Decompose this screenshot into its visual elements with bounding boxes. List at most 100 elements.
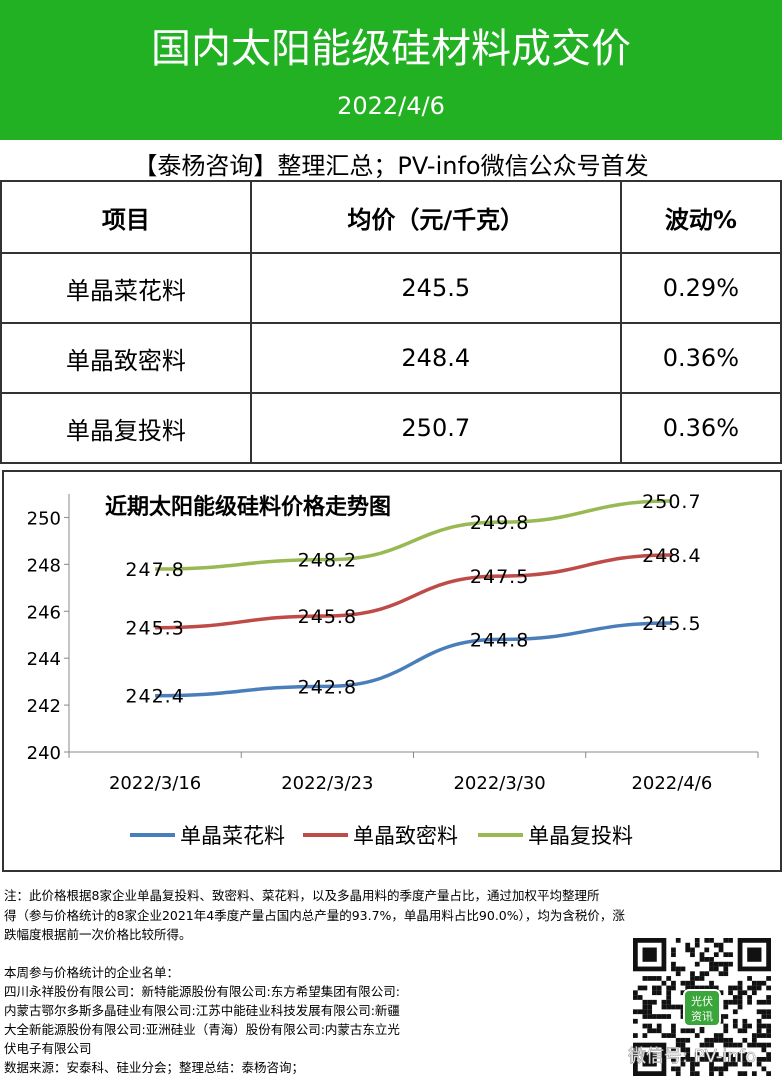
qr-module <box>728 1052 733 1057</box>
qr-module <box>742 1052 748 1057</box>
qr-module <box>713 961 719 967</box>
qr-module <box>737 980 743 986</box>
cell: 单晶致密料 <box>0 322 252 394</box>
qr-module <box>723 966 729 972</box>
qr-module <box>747 985 752 991</box>
qr-module <box>761 1009 767 1015</box>
qr-module <box>709 966 714 972</box>
qr-finder <box>737 938 772 972</box>
qr-module <box>751 1037 757 1043</box>
qr-module <box>723 1014 729 1019</box>
qr-module <box>747 999 752 1005</box>
qr-module <box>761 1033 767 1038</box>
qr-module <box>699 985 705 991</box>
qr-module <box>732 985 738 991</box>
qr-module <box>709 1071 714 1076</box>
qr-module <box>766 1023 771 1029</box>
qr-module <box>761 1047 767 1053</box>
qr-module <box>671 1023 676 1029</box>
qr-module <box>690 952 695 958</box>
qr-module <box>713 1052 719 1057</box>
qr-module <box>709 1066 714 1072</box>
qr-module <box>723 1066 729 1072</box>
y-tick-label: 242 <box>27 696 61 717</box>
qr-module <box>690 980 695 986</box>
qr-finder <box>633 938 667 972</box>
qr-module <box>675 1042 681 1048</box>
qr-module <box>642 1014 648 1019</box>
qr-module <box>694 961 700 967</box>
qr-module <box>704 1042 710 1048</box>
qr-module <box>680 1037 686 1043</box>
qr-module <box>723 971 729 977</box>
qr-module <box>709 1018 714 1024</box>
qr-module <box>751 980 757 986</box>
series-line <box>155 553 672 630</box>
qr-module <box>699 1056 705 1062</box>
qr-module <box>680 1028 686 1034</box>
qr-module <box>742 1018 748 1024</box>
qr-module <box>633 1033 638 1038</box>
qr-module <box>671 1033 676 1038</box>
qr-module <box>747 1061 752 1067</box>
qr-module <box>732 1056 738 1062</box>
qr-module <box>732 1042 738 1048</box>
qr-module <box>666 1014 672 1019</box>
qr-module <box>728 938 733 943</box>
qr-module <box>699 952 705 958</box>
qr-module <box>747 976 752 981</box>
qr-module <box>728 1037 733 1043</box>
qr-module <box>737 1004 743 1010</box>
qr-module <box>723 1004 729 1010</box>
qr-module <box>690 1071 695 1076</box>
qr-module <box>647 1028 653 1034</box>
company-line: 大全新能源股份有限公司:亚洲硅业（青海）股份有限公司:内蒙古东立光 <box>4 1021 400 1037</box>
qr-module <box>694 985 700 991</box>
qr-module <box>666 1004 672 1010</box>
row: 单晶菜花料 245.5 0.29% <box>0 252 782 324</box>
qr-module <box>661 999 667 1005</box>
qr-module <box>704 1014 710 1019</box>
qr-module <box>732 999 738 1005</box>
x-tick-label: 2022/3/23 <box>281 773 373 794</box>
qr-module <box>685 1037 691 1043</box>
qr-module <box>694 938 700 943</box>
qr-module <box>671 952 676 958</box>
qr-module <box>756 1018 762 1024</box>
qr-module <box>690 1066 695 1072</box>
data-label: 247.8 <box>125 559 184 581</box>
qr-module <box>661 1033 667 1038</box>
qr-module <box>633 995 638 1000</box>
cell: 单晶菜花料 <box>0 252 252 324</box>
qr-module <box>671 947 676 953</box>
qr-module <box>761 980 767 986</box>
qr-module <box>737 1071 743 1076</box>
title: 国内太阳能级硅材料成交价 <box>151 26 631 72</box>
qr-module <box>647 1023 653 1029</box>
qr-module <box>680 980 686 986</box>
qr-module <box>680 1047 686 1053</box>
qr-module <box>633 990 638 996</box>
qr-module <box>728 985 733 991</box>
qr-module <box>737 985 743 991</box>
qr-module <box>699 971 705 977</box>
qr-module <box>761 999 767 1005</box>
qr-module <box>732 995 738 1000</box>
qr-module <box>680 1042 686 1048</box>
qr-module <box>685 995 691 1000</box>
qr-module <box>671 1028 676 1034</box>
qr-module <box>742 1071 748 1076</box>
qr-module <box>652 990 657 996</box>
qr-module <box>642 1023 648 1029</box>
qr-module <box>675 1066 681 1072</box>
qr-module <box>718 1037 724 1043</box>
x-tick-label: 2022/4/6 <box>631 773 712 794</box>
data-label: 249.8 <box>470 512 529 534</box>
qr-module <box>675 1071 681 1076</box>
qr-module <box>761 1056 767 1062</box>
qr-module <box>704 1004 710 1010</box>
company-line: 内蒙古鄂尔多斯多晶硅业有限公司:江苏中能硅业科技发展有限公司:新疆 <box>4 1002 400 1018</box>
qr-module <box>709 980 714 986</box>
qr-module <box>756 1033 762 1038</box>
qr-module <box>718 1071 724 1076</box>
